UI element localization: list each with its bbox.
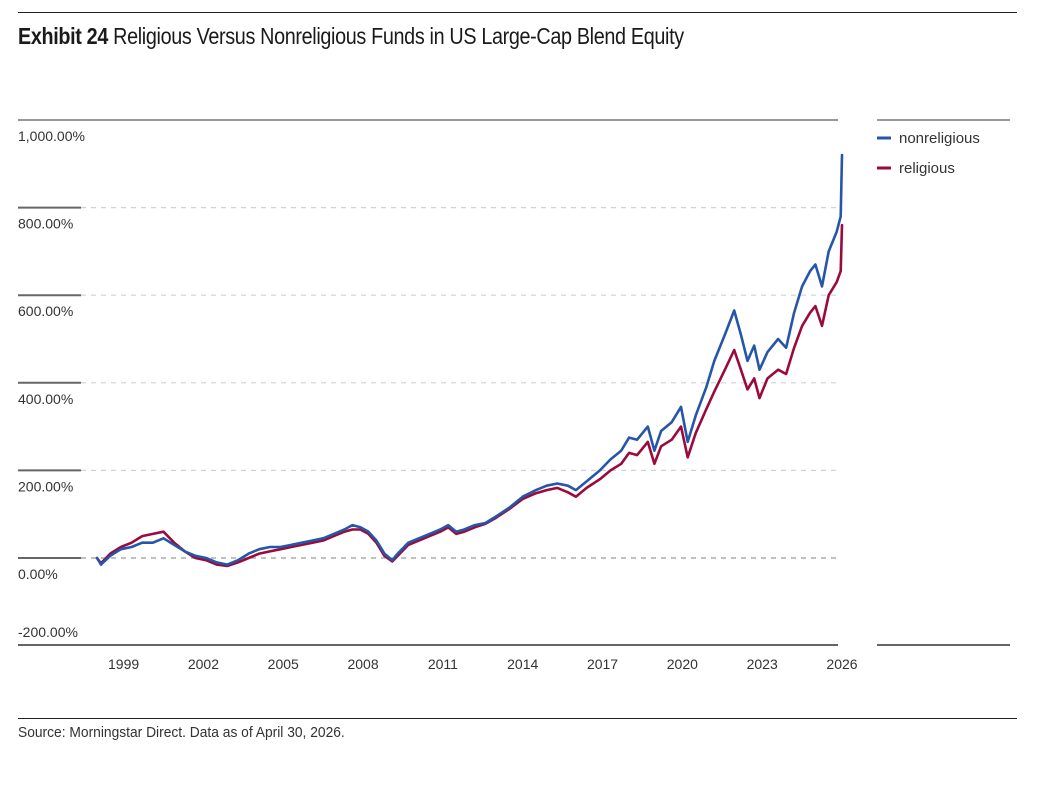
x-tick-label: 2011 [428,656,458,672]
source-note: Source: Morningstar Direct. Data as of A… [18,724,345,741]
x-tick-label: 2020 [667,656,698,672]
series-line-religious [95,223,844,568]
line-chart: -200.00% 0.00% 200.00% 400.00% 600.00% 800.00… [18,119,1010,672]
x-tick-label: 2026 [826,656,857,672]
y-tick-label: -200.00% [18,624,78,640]
x-tick-label: 2014 [507,656,538,672]
chart-title: Exhibit 24 Religious Versus Nonreligious… [18,23,684,50]
x-tick-label: 1999 [108,656,139,672]
exhibit-label: Exhibit 24 [18,23,109,49]
y-tick-label: 800.00% [18,216,73,232]
legend-label-religious: religious [899,160,955,177]
x-tick-label: 2005 [268,656,299,672]
series-line-nonreligious [95,153,844,566]
top-rule [18,12,1017,13]
y-tick-label: 0.00% [18,566,58,582]
y-tick-label: 1,000.00% [18,128,85,144]
y-tick-label: 200.00% [18,478,73,494]
title-text: Religious Versus Nonreligious Funds in U… [113,23,684,49]
y-tick-label: 400.00% [18,391,73,407]
bottom-rule [18,718,1017,719]
legend-label-nonreligious: nonreligious [899,130,980,147]
x-tick-label: 2017 [587,656,618,672]
y-tick-label: 600.00% [18,303,73,319]
x-tick-label: 2023 [747,656,778,672]
x-tick-label: 2002 [188,656,219,672]
x-tick-label: 2008 [347,656,378,672]
